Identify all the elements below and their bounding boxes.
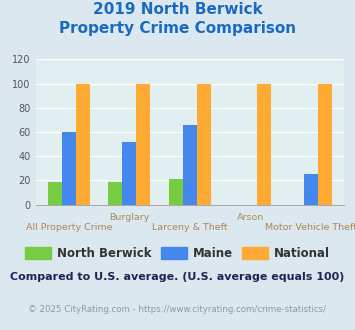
Text: Motor Vehicle Theft: Motor Vehicle Theft [265,223,355,232]
Text: 2019 North Berwick: 2019 North Berwick [93,2,262,16]
Text: Compared to U.S. average. (U.S. average equals 100): Compared to U.S. average. (U.S. average … [10,272,345,282]
Text: All Property Crime: All Property Crime [26,223,112,232]
Bar [48,182,62,205]
Bar [122,142,136,205]
Bar [257,83,271,205]
Bar [318,83,332,205]
Bar [183,125,197,205]
Bar [136,83,150,205]
Text: Burglary: Burglary [109,213,149,222]
Bar [76,83,90,205]
Text: Arson: Arson [237,213,264,222]
Bar [197,83,211,205]
Bar [304,174,318,205]
Text: Larceny & Theft: Larceny & Theft [152,223,228,232]
Text: Property Crime Comparison: Property Crime Comparison [59,21,296,36]
Legend: North Berwick, Maine, National: North Berwick, Maine, National [20,242,335,265]
Bar [169,179,183,205]
Text: © 2025 CityRating.com - https://www.cityrating.com/crime-statistics/: © 2025 CityRating.com - https://www.city… [28,305,327,314]
Bar [62,132,76,205]
Bar [109,182,122,205]
